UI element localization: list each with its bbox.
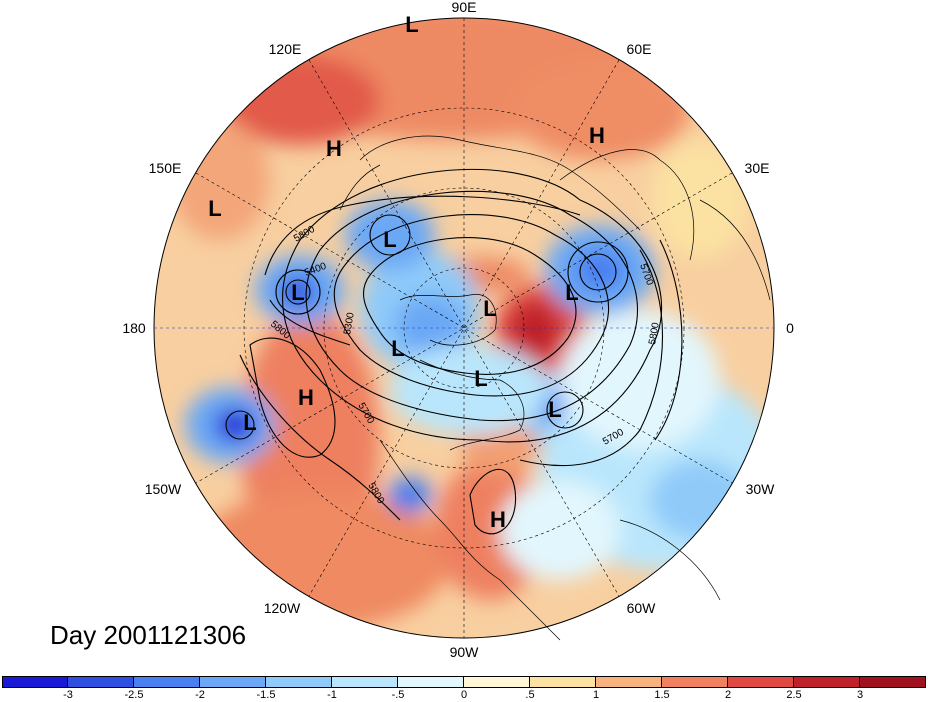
lon-label-150w: 150W: [145, 481, 182, 497]
colorbar-tick-label: -2: [195, 689, 205, 701]
colorbar-swatch: [68, 676, 134, 688]
lon-label-120w: 120W: [264, 600, 301, 616]
colorbar-tick-label: 2.5: [786, 689, 802, 701]
colorbar-tick-label: 1: [592, 689, 600, 701]
lon-label-30w: 30W: [746, 481, 776, 497]
low-marker: L: [405, 12, 418, 37]
low-marker: L: [548, 397, 561, 422]
colorbar-swatch: [332, 676, 398, 688]
low-marker: L: [391, 336, 404, 361]
low-marker: L: [208, 196, 221, 221]
colorbar-tick-label: -.5: [391, 689, 405, 701]
high-marker: H: [490, 507, 506, 532]
colorbar-swatch: [398, 676, 464, 688]
lon-label-0: 0: [786, 320, 794, 336]
contour-label: 5300: [342, 311, 357, 335]
colorbar-tick-label: 2: [724, 689, 732, 701]
colorbar-swatch: [728, 676, 794, 688]
graticule: [154, 18, 774, 638]
high-marker: H: [326, 136, 342, 161]
colorbar-swatch: [596, 676, 662, 688]
lon-label-180: 180: [122, 320, 146, 336]
day-label: Day 2001121306: [50, 620, 247, 650]
high-marker: H: [589, 123, 605, 148]
colorbar-swatch: [464, 676, 530, 688]
colorbar-swatch: [530, 676, 596, 688]
colorbar-swatch: [2, 676, 68, 688]
lon-label-30e: 30E: [745, 160, 770, 176]
colorbar-tick-label: -2.5: [124, 689, 144, 701]
lon-label-120e: 120E: [269, 41, 302, 57]
colorbar-swatch: [200, 676, 266, 688]
colorbar-swatch: [794, 676, 860, 688]
colorbar-tick-label: 3: [856, 689, 864, 701]
low-marker: L: [483, 296, 496, 321]
low-marker: L: [474, 366, 487, 391]
lon-label-90w: 90W: [450, 644, 480, 660]
colorbar-tick-label: -1: [327, 689, 337, 701]
low-marker: L: [565, 280, 578, 305]
pressure-systems: L H L L H L L L L L L H L H: [208, 12, 605, 532]
colorbar-swatch: [860, 676, 926, 688]
colorbar-tick-label: -3: [63, 689, 73, 701]
colorbar-swatch: [134, 676, 200, 688]
high-marker: H: [298, 385, 314, 410]
lon-label-60w: 60W: [627, 600, 657, 616]
colorbar-swatch: [662, 676, 728, 688]
lon-label-60e: 60E: [627, 41, 652, 57]
colorbar-tick-label: -1.5: [256, 689, 276, 701]
lon-label-150e: 150E: [149, 160, 182, 176]
low-marker: L: [383, 227, 396, 252]
height-contours: [225, 168, 683, 535]
longitude-labels: 90E 60E 30E 0 30W 60W 90W 120W 150W 180 …: [122, 0, 794, 660]
colorbar-tick-label: 0: [460, 689, 468, 701]
low-marker: L: [243, 410, 256, 435]
contour-label: 5800: [647, 321, 662, 345]
colorbar-swatch: [266, 676, 332, 688]
colorbar-tick-label: .5: [525, 689, 535, 701]
colorbar: [0, 674, 928, 702]
colorbar-tick-label: 1.5: [654, 689, 670, 701]
lon-label-90e: 90E: [452, 0, 477, 15]
low-marker: L: [291, 280, 304, 305]
coastlines: [339, 135, 771, 641]
